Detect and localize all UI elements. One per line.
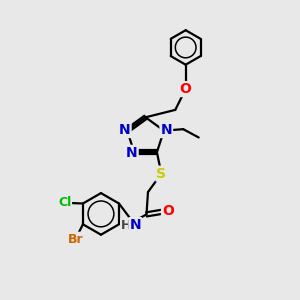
Text: N: N — [129, 218, 141, 232]
Text: S: S — [156, 167, 167, 181]
Text: N: N — [119, 123, 130, 137]
Text: O: O — [162, 204, 174, 218]
Text: H: H — [121, 219, 131, 232]
Text: N: N — [160, 123, 172, 137]
Text: N: N — [126, 146, 138, 160]
Text: O: O — [180, 82, 192, 96]
Text: Br: Br — [68, 233, 83, 246]
Text: Cl: Cl — [58, 196, 71, 209]
